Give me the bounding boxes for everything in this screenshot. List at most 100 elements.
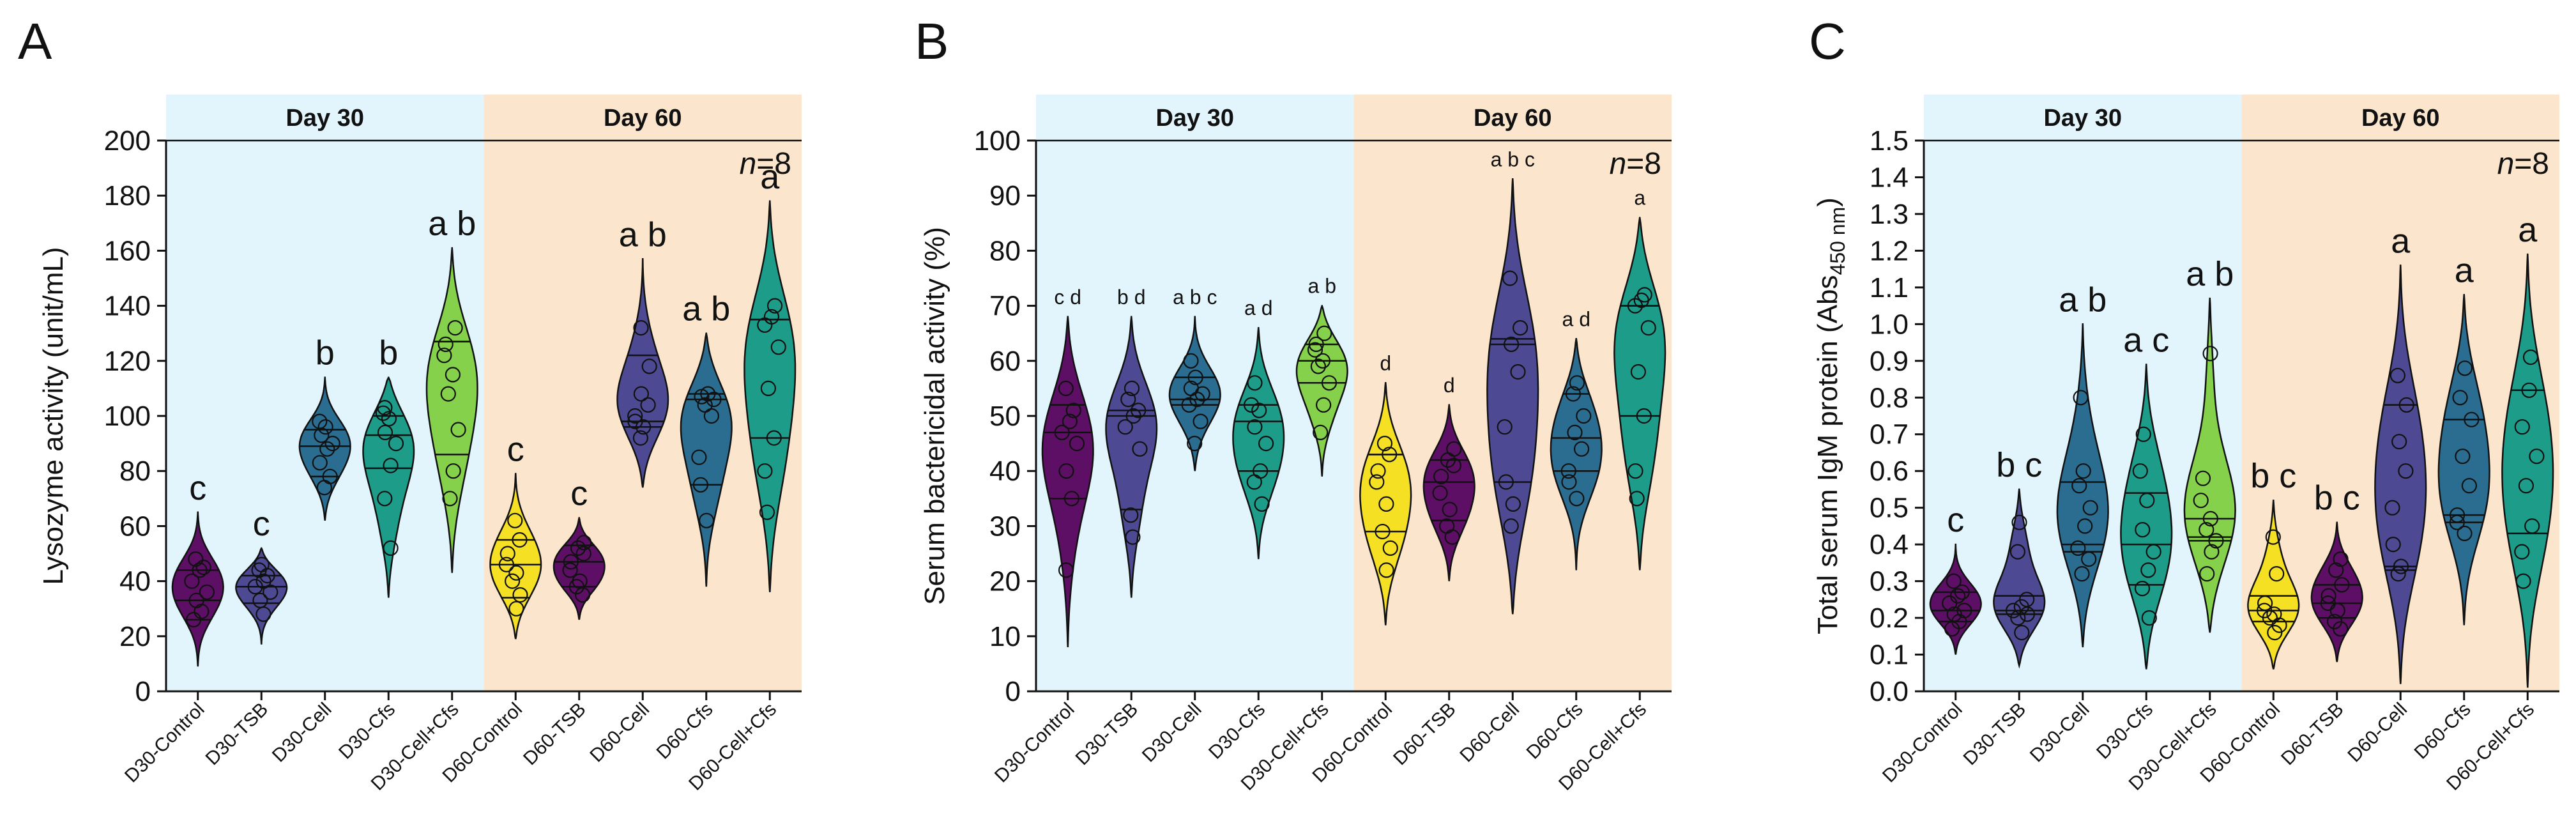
y-tick-label: 0.5	[1870, 493, 1909, 524]
data-point	[1058, 380, 1074, 397]
data-point	[766, 298, 783, 314]
data-point	[1063, 491, 1080, 507]
data-point	[1569, 491, 1585, 507]
data-point	[640, 397, 656, 413]
data-point	[1313, 424, 1329, 441]
data-point	[2390, 565, 2406, 582]
data-point	[2326, 613, 2343, 629]
data-point	[436, 348, 452, 364]
data-point	[2010, 610, 2026, 626]
x-tick-label: D30-Control	[1879, 699, 1967, 787]
y-tick-label: 20	[119, 621, 151, 652]
data-point	[507, 512, 523, 528]
n-label: n=8	[2497, 147, 2549, 181]
panel-letter-b: B	[915, 13, 949, 70]
data-point	[575, 546, 591, 562]
violin-body	[1486, 178, 1539, 615]
data-point	[1513, 319, 1528, 336]
y-tick-label: 0.8	[1870, 382, 1909, 413]
data-point	[562, 562, 578, 578]
y-tick-label: 120	[104, 346, 151, 377]
y-axis: 0.0 0.1 0.2 0.3 0.4 0.5 0.6 0.7 0.8 0.9 1.0 1.1 1.2 1…	[1870, 125, 1925, 707]
n-label-italic: n	[1610, 147, 1627, 181]
data-point	[252, 592, 268, 608]
data-point	[512, 532, 528, 548]
y-tick-label: 140	[104, 291, 151, 322]
y-tick-label: 0.6	[1870, 456, 1909, 487]
x-tick-label: D30-TSB	[202, 699, 273, 770]
data-point	[2521, 382, 2537, 398]
data-point	[770, 339, 786, 355]
significance-label: a b c	[1173, 286, 1217, 309]
significance-label: c	[253, 505, 270, 543]
data-point	[2140, 562, 2156, 578]
data-point	[1183, 353, 1199, 369]
group-label-day30: Day 30	[2043, 105, 2122, 132]
violin-body	[1295, 305, 1348, 477]
data-point	[1630, 364, 1646, 380]
significance-label: b	[316, 334, 335, 372]
n-label: n=8	[740, 147, 791, 181]
y-axis: 0 20 40 60 80 100 120 140 160 180 200	[104, 125, 167, 707]
data-point	[2014, 624, 2030, 641]
data-point	[1058, 562, 1074, 578]
data-point	[2011, 514, 2027, 530]
significance-label: a b	[1308, 275, 1336, 298]
y-axis: 0 10 20 30 40 50 60 70 80 90 100	[974, 125, 1037, 707]
data-point	[2449, 514, 2465, 530]
y-tick-label: 0.1	[1870, 640, 1909, 671]
data-point	[508, 565, 524, 581]
data-point	[2522, 349, 2539, 365]
significance-label: b	[379, 334, 398, 372]
data-point	[2269, 565, 2285, 582]
data-point	[312, 455, 328, 471]
data-point	[1946, 606, 1962, 622]
data-point	[2266, 606, 2282, 622]
group-label-day60: Day 60	[1474, 105, 1552, 132]
data-point	[2384, 500, 2400, 516]
data-point	[1376, 435, 1393, 452]
data-point	[1636, 408, 1652, 424]
data-point	[319, 441, 335, 457]
y-tick-label: 70	[989, 291, 1021, 322]
violin-body	[2310, 521, 2363, 663]
data-point	[641, 358, 657, 374]
data-point	[186, 611, 202, 628]
data-point	[1310, 358, 1326, 374]
significance-label: a d	[1562, 307, 1590, 330]
data-point	[759, 504, 775, 520]
data-point	[2006, 602, 2022, 618]
y-tick-label: 160	[104, 235, 151, 266]
data-point	[2514, 544, 2530, 560]
y-tick-label: 80	[989, 235, 1021, 266]
data-point	[1120, 391, 1136, 408]
data-point	[2514, 419, 2530, 435]
data-point	[317, 419, 333, 435]
data-point	[1561, 474, 1577, 490]
y-tick-label: 30	[989, 510, 1021, 542]
data-point	[383, 540, 399, 556]
data-point	[2461, 478, 2477, 494]
data-point	[322, 468, 338, 484]
y-tick-label: 80	[119, 456, 151, 487]
data-point	[1567, 424, 1583, 441]
n-label-italic: n	[2497, 147, 2515, 181]
violin-body	[553, 517, 606, 620]
data-point	[576, 535, 592, 551]
data-point	[312, 413, 328, 429]
data-point	[1946, 573, 1962, 589]
data-point	[188, 592, 204, 608]
x-tick-label: D30-TSB	[1072, 699, 1143, 770]
data-point	[2141, 610, 2157, 626]
data-point	[2320, 595, 2336, 611]
data-point	[1254, 496, 1270, 512]
data-point	[1439, 518, 1455, 534]
n-label-italic: n	[740, 147, 757, 181]
violin-body	[2501, 253, 2554, 688]
data-point	[570, 540, 586, 556]
x-tick-label: D60-TSB	[2277, 699, 2348, 770]
data-point	[388, 435, 404, 452]
data-point	[498, 556, 515, 572]
data-point	[1058, 463, 1074, 479]
data-point	[2452, 390, 2468, 406]
